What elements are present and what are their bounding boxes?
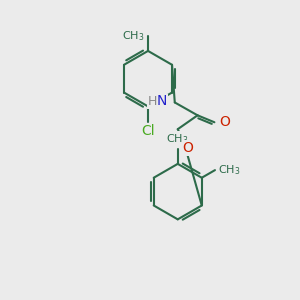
Text: CH$_3$: CH$_3$ (218, 163, 240, 177)
Text: CH$_3$: CH$_3$ (122, 29, 144, 43)
Text: H: H (148, 95, 157, 108)
Text: O: O (219, 115, 230, 129)
Text: O: O (182, 141, 193, 155)
Text: N: N (157, 94, 167, 109)
Text: CH$_3$: CH$_3$ (167, 132, 189, 145)
Text: Cl: Cl (141, 124, 155, 138)
